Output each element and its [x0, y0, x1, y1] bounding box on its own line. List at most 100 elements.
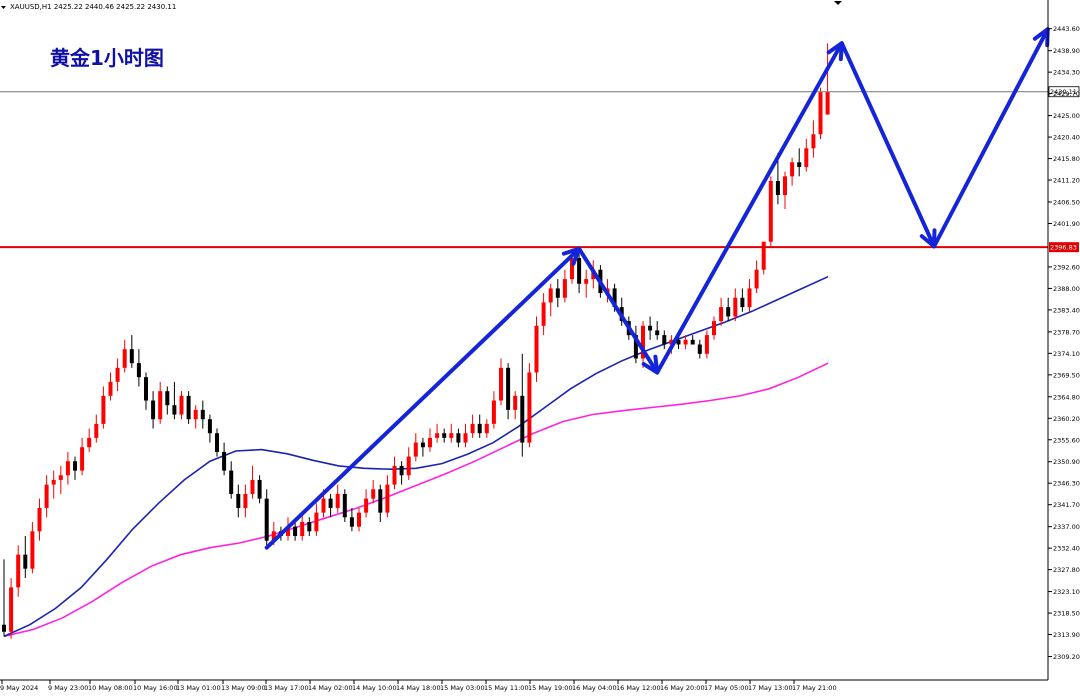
y-tick-label: 2360.20	[1053, 415, 1080, 423]
candle	[491, 391, 496, 429]
candle	[442, 428, 447, 443]
candle-body	[420, 442, 425, 448]
y-tick-label: 2443.60	[1053, 25, 1080, 33]
candle	[754, 260, 759, 294]
candle-body	[80, 447, 85, 471]
candle-body	[378, 489, 383, 513]
y-tick-label: 2332.40	[1053, 545, 1080, 553]
candle-body	[151, 400, 156, 420]
plot-background	[0, 0, 1048, 680]
x-tick-label: 17 May 05:00	[704, 684, 749, 692]
y-tick-label: 2318.50	[1053, 610, 1080, 618]
candle-body	[584, 279, 589, 284]
candle	[335, 484, 340, 513]
candle-body	[818, 92, 823, 135]
candle	[648, 316, 653, 340]
candle-body	[719, 307, 724, 322]
y-tick-label: 2406.50	[1053, 199, 1080, 207]
candle	[165, 386, 170, 415]
candle	[37, 498, 42, 541]
y-tick-label: 2415.80	[1053, 155, 1080, 163]
candle	[477, 414, 482, 438]
candle	[101, 386, 106, 429]
candle-body	[65, 461, 70, 476]
candle-body	[733, 297, 738, 317]
candle-body	[87, 437, 92, 448]
candle	[243, 484, 248, 518]
candle-body	[463, 433, 468, 443]
candle-body	[250, 479, 255, 494]
candle-body	[527, 372, 532, 443]
candle	[435, 423, 440, 443]
candle-body	[683, 339, 688, 345]
candle-body	[435, 433, 440, 438]
x-tick-label: 13 May 17:00	[264, 684, 309, 692]
candle	[179, 391, 184, 420]
candle	[200, 400, 205, 429]
y-tick-label: 2369.50	[1053, 371, 1080, 379]
candle-body	[300, 521, 305, 536]
candle	[193, 405, 198, 429]
candle-body	[484, 423, 489, 434]
candle	[385, 475, 390, 518]
y-tick-label: 2313.90	[1053, 631, 1080, 639]
candle	[499, 358, 503, 406]
candle	[108, 372, 113, 401]
candle-body	[761, 241, 766, 270]
candle	[428, 428, 432, 452]
y-tick-label: 2355.60	[1053, 436, 1080, 444]
candle-body	[804, 148, 809, 167]
candle-body	[236, 493, 241, 508]
candle-body	[662, 335, 667, 345]
candle-body	[16, 554, 21, 588]
candle-body	[442, 433, 447, 438]
candle	[300, 512, 305, 541]
chart-title: 黄金1小时图	[50, 46, 164, 70]
x-tick-label: 14 May 18:00	[396, 684, 441, 692]
y-tick-label: 2429.70	[1053, 90, 1080, 98]
candle-body	[193, 409, 198, 420]
y-tick-label: 2364.80	[1053, 393, 1080, 401]
candle-body	[577, 258, 582, 284]
candle-body	[257, 479, 262, 499]
candle-body	[428, 437, 432, 448]
candle-body	[747, 288, 752, 308]
candle-body	[349, 517, 354, 527]
candle-body	[158, 391, 163, 420]
candle-body	[207, 419, 212, 434]
candle-body	[612, 288, 617, 308]
x-tick-label: 10 May 08:00	[88, 684, 133, 692]
candle-body	[172, 405, 177, 415]
candle-body	[328, 498, 333, 508]
current-price-tag	[1048, 86, 1080, 98]
ma-fast-line	[3, 275, 829, 638]
levels: 2396.83 2430.11	[0, 86, 1080, 253]
y-tick-label: 2309.20	[1053, 653, 1080, 661]
candle	[257, 475, 262, 504]
x-tick-label: 10 May 16:00	[133, 684, 178, 692]
candle	[633, 325, 638, 364]
candle	[229, 461, 234, 499]
candle-body	[115, 367, 120, 382]
candle	[470, 414, 475, 438]
candle-body	[697, 344, 702, 354]
candle	[704, 330, 709, 359]
candle-body	[286, 526, 290, 536]
y-tick-label: 2438.90	[1053, 47, 1080, 55]
candle-body	[783, 176, 787, 195]
candle	[144, 372, 148, 410]
candle-body	[371, 489, 376, 499]
candle-body	[293, 526, 298, 536]
candle-body	[775, 180, 780, 195]
candle-body	[449, 433, 454, 438]
candle-body	[321, 498, 326, 513]
candle-body	[23, 554, 28, 569]
candle-body	[825, 91, 830, 115]
x-tick-label: 16 May 12:00	[616, 684, 661, 692]
candle	[94, 414, 99, 443]
x-tick-label: 17 May 21:00	[792, 684, 837, 692]
candle	[186, 391, 191, 424]
candle	[16, 545, 21, 597]
x-tick-label: 15 May 19:00	[528, 684, 573, 692]
